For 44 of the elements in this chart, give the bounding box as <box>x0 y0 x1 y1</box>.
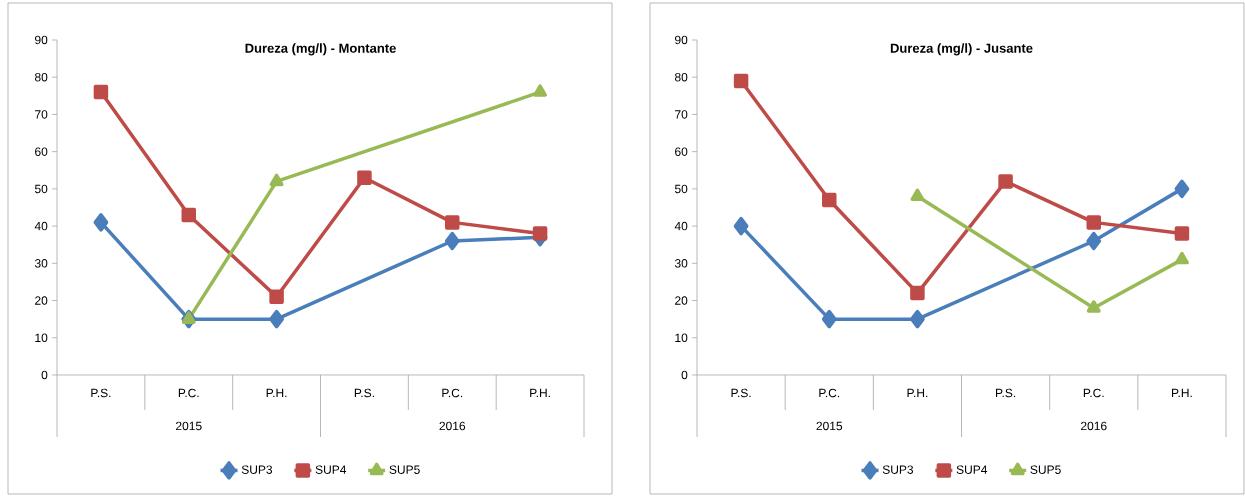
y-tick-label: 40 <box>34 221 48 231</box>
y-tick-label: 50 <box>674 184 688 194</box>
x-tick-label: P.H. <box>1172 388 1192 398</box>
x-tick-label: P.S. <box>996 388 1016 398</box>
y-tick-label: 20 <box>675 296 688 305</box>
text: 2016 <box>1081 421 1107 431</box>
chart-title: Dureza (mg/l) - Jusante <box>890 43 1033 56</box>
y-tick-label: 10 <box>35 333 48 343</box>
y-tick-label: 0 <box>681 370 688 380</box>
y-tick-label: 20 <box>35 296 48 305</box>
y-tick-label: 80 <box>674 72 688 82</box>
text: 2015 <box>176 421 202 431</box>
x-tick-label: P.C. <box>178 388 199 398</box>
text: 2016 <box>439 421 466 431</box>
legend-label: SUP5 <box>389 465 420 474</box>
legend-label: SUP3 <box>241 465 273 474</box>
legend-label: SUP4 <box>956 465 988 474</box>
x-tick-label: P.C. <box>819 388 840 398</box>
y-tick-label: 50 <box>34 184 48 194</box>
x-tick-label: P.C. <box>442 388 463 398</box>
text: 2015 <box>816 421 843 431</box>
chart-title: Dureza (mg/l) - Montante <box>245 43 396 56</box>
x-tick-label: P.H. <box>907 388 928 398</box>
y-tick-label: 0 <box>41 370 48 380</box>
y-tick-label: 40 <box>674 221 688 231</box>
y-tick-label: 30 <box>34 259 48 268</box>
y-tick-label: 10 <box>675 333 688 343</box>
legend-label: SUP5 <box>1030 465 1061 474</box>
y-tick-label: 70 <box>675 110 688 119</box>
x-tick-label: P.H. <box>266 388 287 398</box>
y-tick-label: 90 <box>675 35 688 45</box>
legend-label: SUP4 <box>315 465 347 474</box>
y-tick-label: 60 <box>675 147 688 156</box>
x-tick-label: P.S. <box>354 388 374 398</box>
x-tick-label: P.H. <box>530 388 550 398</box>
legend-label: SUP3 <box>882 465 914 474</box>
y-tick-label: 90 <box>35 35 48 45</box>
y-tick-label: 80 <box>34 72 48 82</box>
x-tick-label: P.C. <box>1083 388 1104 398</box>
y-tick-label: 30 <box>674 259 688 268</box>
x-tick-label: P.S. <box>91 388 111 398</box>
y-tick-label: 60 <box>35 147 48 156</box>
y-tick-label: 70 <box>35 110 48 119</box>
x-tick-label: P.S. <box>731 388 751 398</box>
